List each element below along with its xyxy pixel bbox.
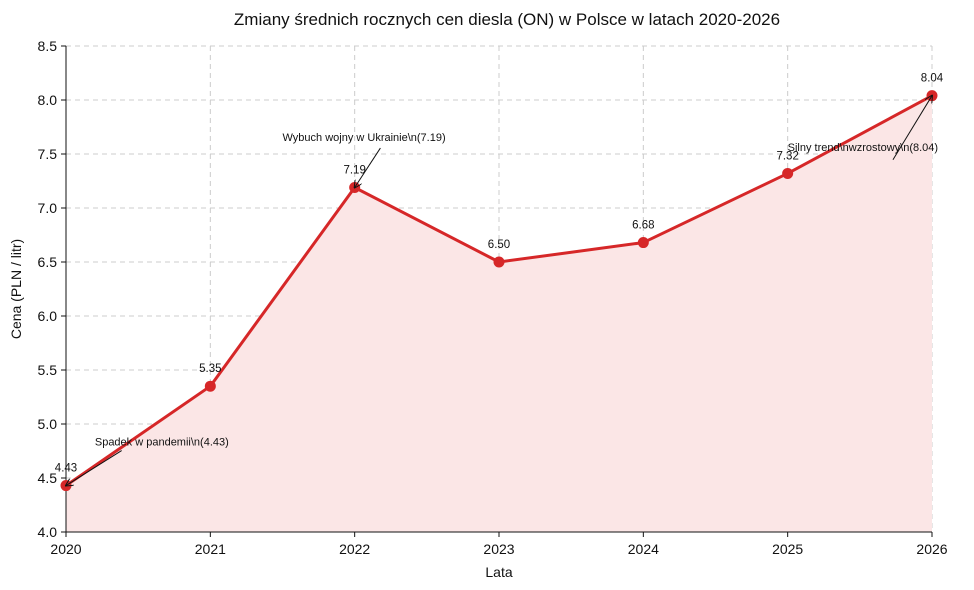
annotation-arrow — [355, 147, 381, 187]
data-labels: 4.43 5.35 7.19 6.50 6.68 7.32 8.04 — [55, 73, 944, 475]
annotation-text: Silny trend\nwzrostowy\n(8.04) — [788, 142, 938, 154]
data-label: 5.35 — [199, 363, 221, 375]
y-tick-label: 4.0 — [38, 524, 58, 540]
y-tick-label: 8.5 — [38, 38, 58, 54]
y-tick-label: 6.5 — [38, 254, 58, 270]
data-point — [204, 380, 216, 392]
y-tick-label: 5.5 — [38, 362, 58, 378]
x-tick-label: 2022 — [339, 541, 370, 557]
axes: 4.0 4.5 5.0 5.5 6.0 6.5 7.0 7.5 8.0 8.5 2020 2021 20… — [38, 38, 948, 557]
y-tick-label: 8.0 — [38, 92, 58, 108]
x-tick-label: 2026 — [916, 541, 947, 557]
x-tick-label: 2021 — [195, 541, 226, 557]
annotation-arrow — [892, 96, 932, 161]
x-tick-label: 2023 — [483, 541, 514, 557]
x-tick-label: 2020 — [50, 541, 81, 557]
x-tick-label: 2024 — [628, 541, 659, 557]
data-label: 4.43 — [55, 463, 77, 475]
chart-title: Zmiany średnich rocznych cen diesla (ON)… — [234, 10, 780, 29]
data-point — [782, 167, 794, 179]
x-axis-label: Lata — [485, 564, 512, 580]
y-axis-label: Cena (PLN / litr) — [8, 239, 24, 339]
annotations: Spadek w pandemii\n(4.43) Wybuch wojny w … — [66, 96, 938, 486]
data-label: 7.32 — [776, 150, 798, 162]
data-label: 6.50 — [488, 239, 510, 251]
data-point — [493, 256, 505, 268]
y-tick-label: 7.5 — [38, 146, 58, 162]
annotation-text: Wybuch wojny w Ukrainie\n(7.19) — [283, 132, 446, 144]
y-tick-label: 6.0 — [38, 308, 58, 324]
data-point — [637, 237, 649, 249]
data-label: 7.19 — [343, 164, 365, 176]
y-tick-label: 4.5 — [38, 470, 58, 486]
annotation-text: Spadek w pandemii\n(4.43) — [95, 437, 229, 449]
area-fill-layer — [66, 95, 932, 533]
series-area — [66, 95, 932, 533]
data-label: 8.04 — [921, 73, 944, 85]
y-tick-label: 5.0 — [38, 416, 58, 432]
annotation-arrow — [66, 450, 122, 486]
x-tick-label: 2025 — [772, 541, 803, 557]
data-label: 6.68 — [632, 220, 654, 232]
y-tick-label: 7.0 — [38, 200, 58, 216]
